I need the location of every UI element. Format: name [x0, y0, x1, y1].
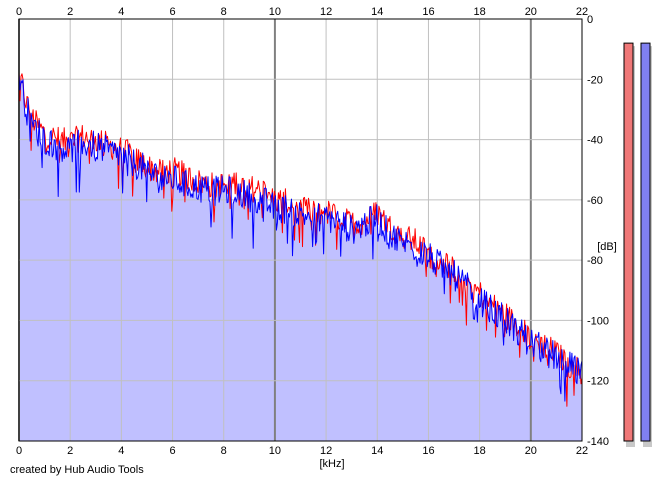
x-tick-label-top: 4: [118, 6, 124, 18]
x-axis-unit-label: [kHz]: [319, 458, 344, 470]
x-tick-label-bottom: 22: [576, 445, 588, 457]
y-tick-label: -140: [587, 436, 609, 448]
x-tick-label-top: 20: [525, 6, 537, 18]
grid-lines: [18, 18, 583, 442]
x-axis-ticks-top: 0 2 4 6 8 10 12 14 16 18 20 22: [16, 6, 588, 18]
x-tick-label-bottom: 14: [371, 445, 383, 457]
x-tick-label-bottom: 12: [320, 445, 332, 457]
x-tick-label-top: 6: [169, 6, 175, 18]
x-tick-label-bottom: 0: [16, 445, 22, 457]
plot-frame: [18, 18, 583, 442]
y-axis-ticks: 0 -20 -40 -60 -80 -100 -120 -140: [587, 14, 609, 448]
x-tick-label-top: 14: [371, 6, 383, 18]
y-tick-label: -20: [587, 74, 603, 86]
credit-text: created by Hub Audio Tools: [10, 464, 144, 476]
y-tick-label: -80: [587, 255, 603, 267]
series-line-blue: [18, 74, 583, 402]
y-tick-label: -120: [587, 376, 609, 388]
x-tick-label-bottom: 4: [118, 445, 124, 457]
y-tick-label: -60: [587, 195, 603, 207]
x-tick-label-top: 2: [67, 6, 73, 18]
y-tick-label: 0: [587, 14, 593, 26]
level-meter-left: [623, 42, 634, 442]
x-tick-label-bottom: 20: [525, 445, 537, 457]
level-meters: [623, 42, 652, 447]
x-tick-label-bottom: 8: [221, 445, 227, 457]
spectrum-fill-area: [19, 74, 582, 442]
y-axis-unit-label: [dB]: [597, 241, 617, 253]
x-tick-label-top: 10: [269, 6, 281, 18]
x-tick-label-bottom: 2: [67, 445, 73, 457]
x-tick-label-bottom: 16: [422, 445, 434, 457]
series-line-red: [18, 72, 583, 407]
spectrum-fill: [19, 74, 582, 442]
series-lines: [18, 72, 583, 407]
level-meter-right: [640, 42, 651, 442]
x-tick-label-bottom: 18: [474, 445, 486, 457]
plot-border: [18, 18, 583, 442]
x-tick-label-top: 22: [576, 6, 588, 18]
y-tick-label: -40: [587, 135, 603, 147]
x-tick-label-top: 8: [221, 6, 227, 18]
x-tick-label-bottom: 10: [269, 445, 281, 457]
x-tick-label-top: 16: [422, 6, 434, 18]
x-tick-label-top: 18: [474, 6, 486, 18]
y-tick-label: -100: [587, 315, 609, 327]
x-tick-label-bottom: 6: [169, 445, 175, 457]
x-tick-label-top: 12: [320, 6, 332, 18]
x-axis-ticks-bottom: 0 2 4 6 8 10 12 14 16 18 20 22: [16, 445, 588, 457]
x-tick-label-top: 0: [16, 6, 22, 18]
